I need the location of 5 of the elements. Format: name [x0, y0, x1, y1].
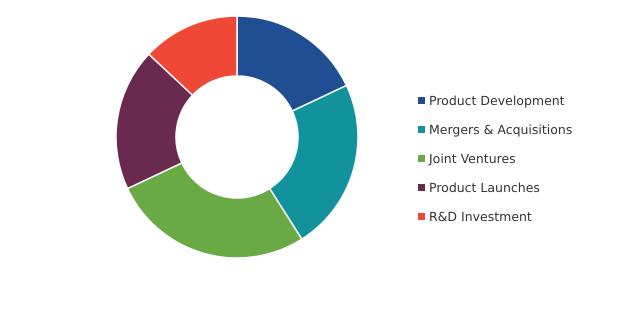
legend-label: Joint Ventures — [429, 150, 516, 166]
legend-label: Mergers & Acquisitions — [429, 122, 572, 136]
legend-label: Product Development — [429, 92, 565, 108]
legend-label: R&D Investment — [429, 208, 532, 224]
legend-label: Product Launches — [429, 180, 540, 194]
